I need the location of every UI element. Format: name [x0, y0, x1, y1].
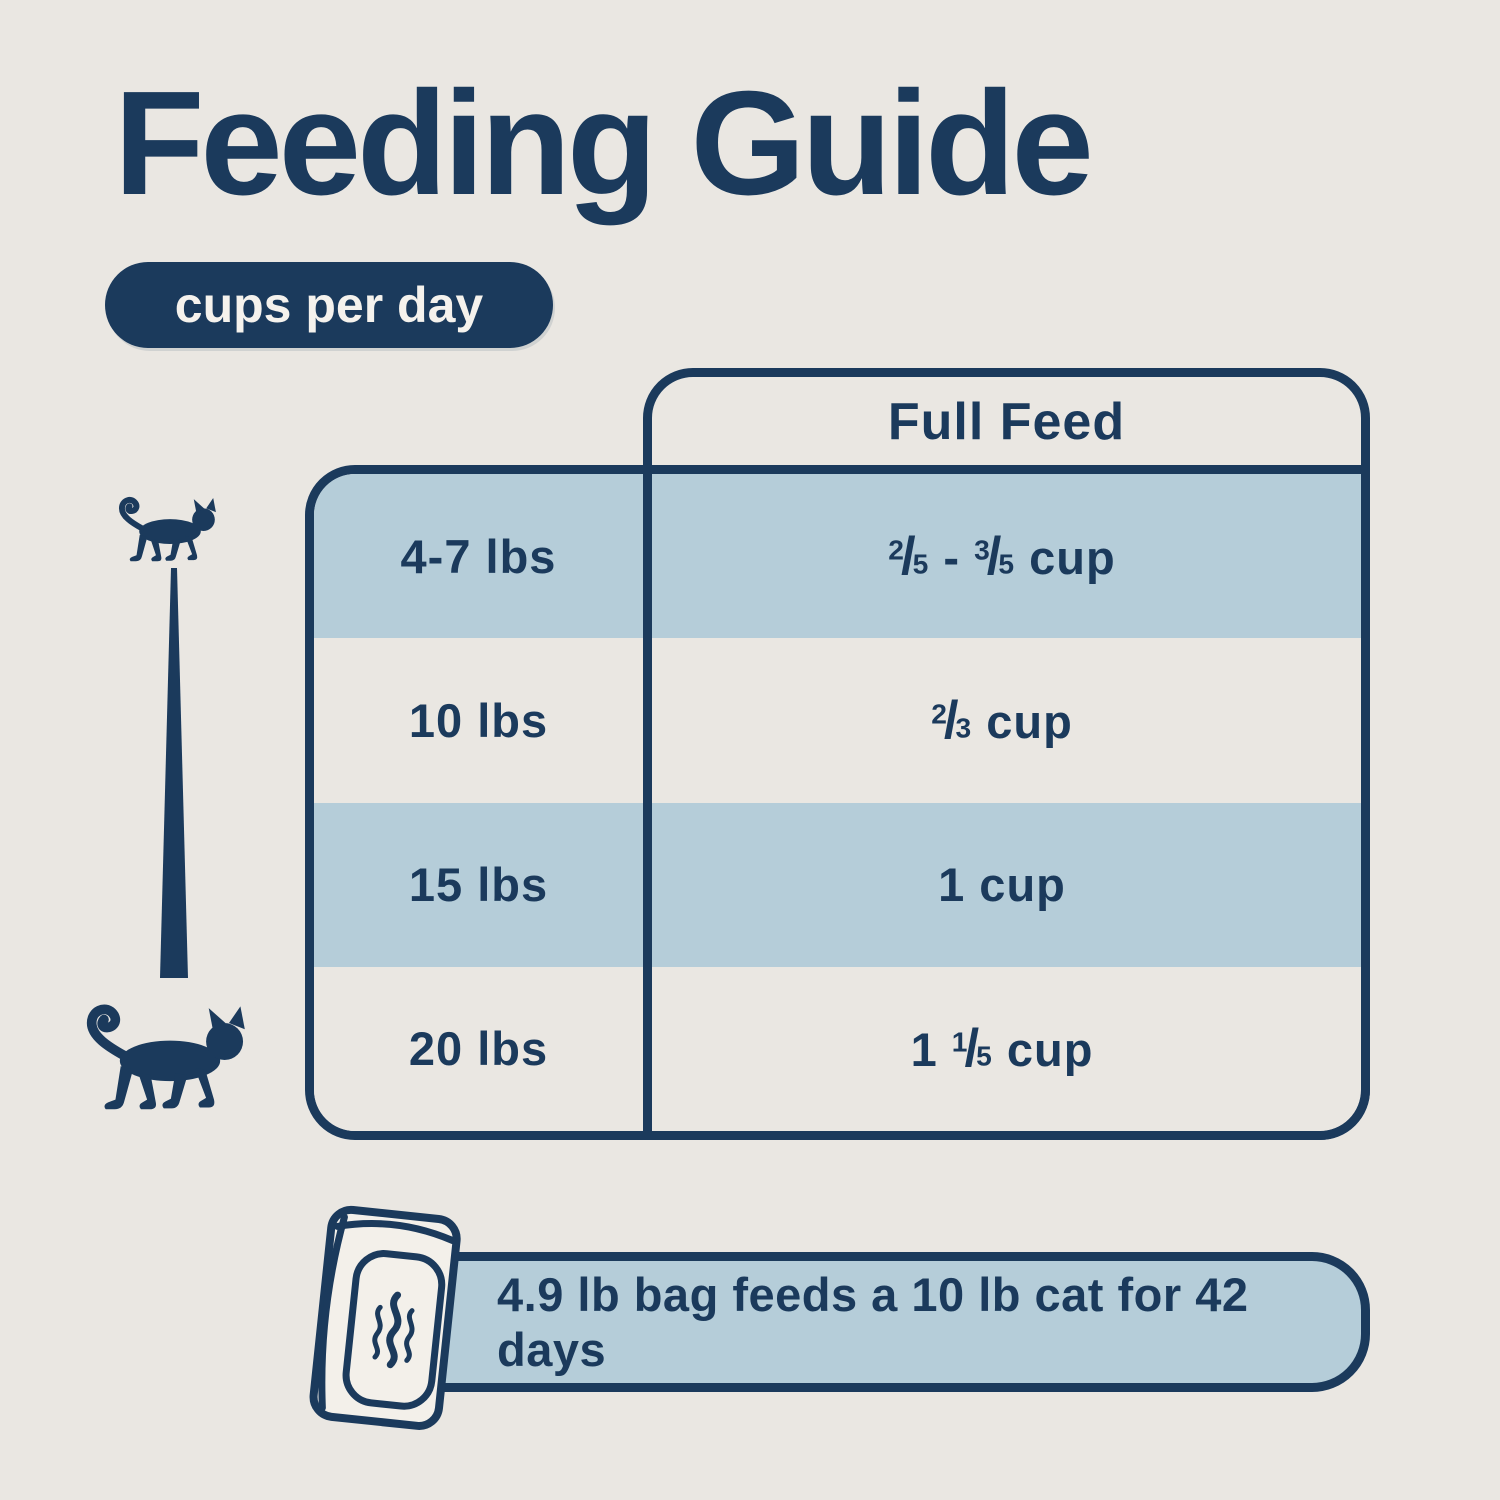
amount-cell: 1 cup [643, 803, 1361, 967]
amount-label: 2/5 - 3/5 cup [888, 526, 1116, 586]
full-feed-label: Full Feed [887, 393, 1126, 451]
amount-label: 1 1/5 cup [910, 1019, 1094, 1079]
weight-label: 15 lbs [408, 858, 549, 912]
bag-info-banner: 4.9 lb bag feeds a 10 lb cat for 42 days [358, 1252, 1370, 1392]
amount-cell: 2/3 cup [643, 638, 1361, 802]
table-row: 20 lbs 1 1/5 cup [314, 966, 1361, 1131]
full-feed-header: Full Feed [652, 377, 1361, 467]
weight-label: 4-7 lbs [400, 529, 557, 583]
table-row: 15 lbs 1 cup [314, 802, 1361, 967]
weight-cell: 20 lbs [314, 967, 643, 1131]
weight-cell: 10 lbs [314, 638, 643, 802]
amount-label: 2/3 cup [931, 690, 1073, 750]
page-title: Feeding Guide [114, 61, 1094, 226]
fraction: 2/5 [888, 526, 930, 586]
size-increase-wedge [160, 568, 188, 978]
weight-label: 10 lbs [408, 693, 549, 747]
table-row: 4-7 lbs 2/5 - 3/5 cup [314, 474, 1361, 639]
badge-label: cups per day [174, 277, 484, 333]
amount-cell: 2/5 - 3/5 cup [643, 474, 1361, 638]
weight-cell: 15 lbs [314, 803, 643, 967]
amount-label: 1 cup [938, 858, 1066, 912]
large-cat-icon [86, 1004, 245, 1110]
food-bag-icon [309, 1205, 461, 1430]
feeding-table: 4-7 lbs 2/5 - 3/5 cup 10 lbs 2/3 cup 15 … [305, 465, 1370, 1140]
weight-cell: 4-7 lbs [314, 474, 643, 638]
small-cat-icon [118, 496, 216, 562]
table-row: 10 lbs 2/3 cup [314, 638, 1361, 803]
fraction: 2/3 [931, 690, 973, 750]
weight-label: 20 lbs [408, 1022, 549, 1076]
amount-cell: 1 1/5 cup [643, 967, 1361, 1131]
bag-info-text: 4.9 lb bag feeds a 10 lb cat for 42 days [497, 1268, 1249, 1376]
cups-per-day-badge: cups per day [105, 262, 553, 348]
fraction: 3/5 [974, 526, 1016, 586]
fraction: 1/5 [951, 1019, 993, 1079]
